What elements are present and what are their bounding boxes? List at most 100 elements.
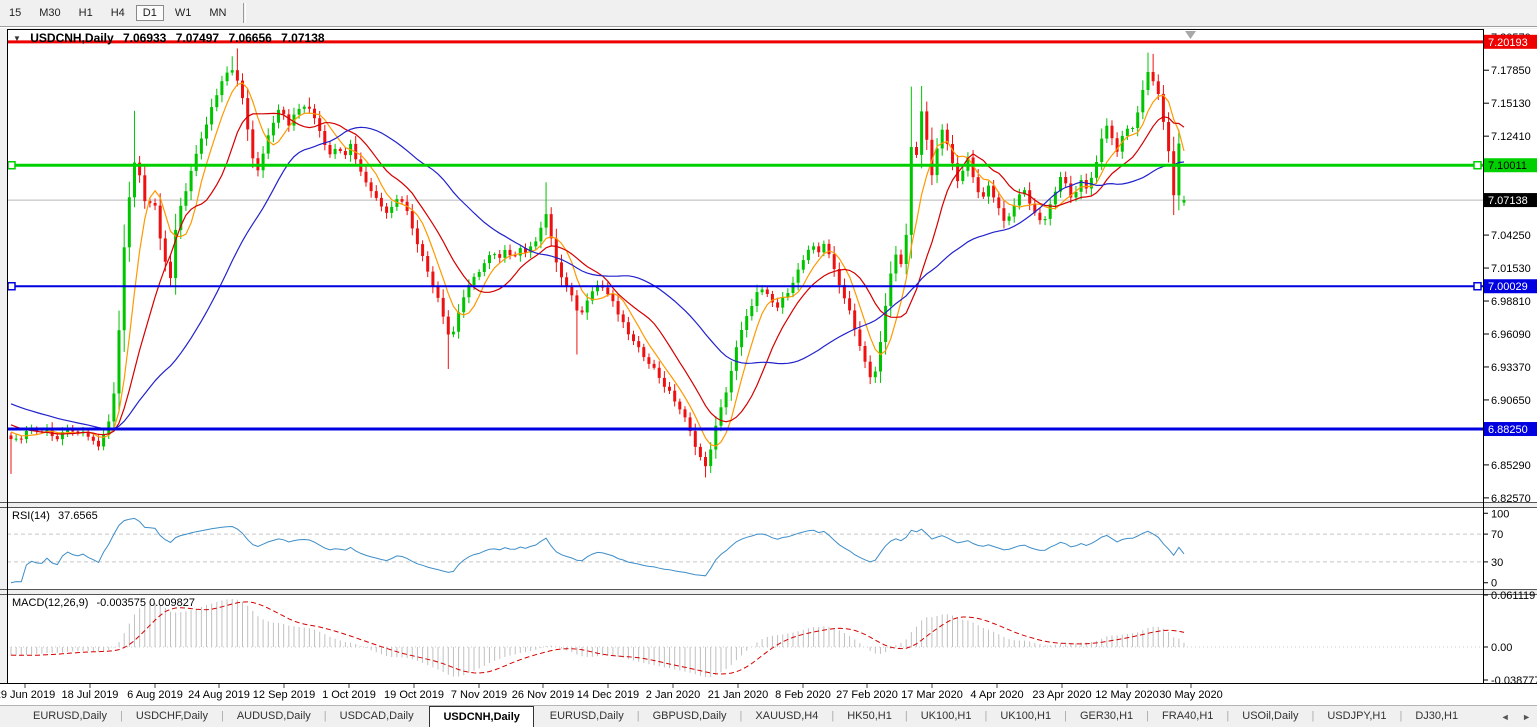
svg-text:6.88250: 6.88250 <box>1488 424 1528 436</box>
date-axis[interactable]: 29 Jun 2019 18 Jul 2019 6 Aug 2019 24 Aug 2… <box>0 684 1223 701</box>
svg-text:100: 100 <box>1491 508 1509 520</box>
tab-separator: | <box>636 710 640 722</box>
tab-hk50-h1-8[interactable]: HK50,H1 <box>847 710 892 722</box>
tab-audusd-daily-2[interactable]: AUDUSD,Daily <box>236 710 311 722</box>
tab-usoil-daily-13[interactable]: USOil,Daily <box>1242 710 1299 722</box>
timeframe-button-h4[interactable]: H4 <box>110 7 125 19</box>
tab-uk100-h1-10[interactable]: UK100,H1 <box>1000 710 1052 722</box>
chart-tabs: EURUSD,Daily | USDCHF,Daily | AUDUSD,Daily | U… <box>20 706 1471 727</box>
tab-separator: | <box>323 710 327 722</box>
svg-text:8 Feb 2020: 8 Feb 2020 <box>775 689 831 701</box>
svg-text:4 Apr 2020: 4 Apr 2020 <box>970 689 1023 701</box>
hline-handle[interactable] <box>7 281 16 291</box>
hline-handle[interactable] <box>1473 281 1482 291</box>
tab-separator: | <box>831 710 835 722</box>
timeframe-button-w1[interactable]: W1 <box>174 7 192 19</box>
svg-text:6.96090: 6.96090 <box>1491 329 1531 341</box>
tab-fra40-h1-12[interactable]: FRA40,H1 <box>1162 710 1214 722</box>
tab-scroll-left-icon[interactable]: ◄ <box>1500 712 1510 722</box>
timeframe-toolbar: 15 M30 H1 H4 D1 W1 MN <box>0 0 1537 27</box>
svg-text:24 Aug 2019: 24 Aug 2019 <box>188 689 250 701</box>
hline-handle[interactable] <box>7 160 16 170</box>
svg-text:0.00: 0.00 <box>1491 642 1512 654</box>
timeframe-button-15[interactable]: 15 <box>9 7 22 19</box>
timeframe-button-mn[interactable]: MN <box>209 7 227 19</box>
chart-tabbar: EURUSD,Daily | USDCHF,Daily | AUDUSD,Daily | U… <box>0 705 1537 727</box>
tab-separator: | <box>1399 710 1403 722</box>
tab-xauusd-h4-7[interactable]: XAUUSD,H4 <box>755 710 819 722</box>
tab-separator: | <box>220 710 224 722</box>
macd-name: MACD(12,26,9) <box>12 597 89 609</box>
timeframe-button-m30[interactable]: M30 <box>39 7 61 19</box>
svg-text:7.04250: 7.04250 <box>1491 230 1531 242</box>
tab-uk100-h1-9[interactable]: UK100,H1 <box>920 710 972 722</box>
macd-values: -0.003575 0.009827 <box>96 597 195 609</box>
svg-text:0: 0 <box>1491 578 1497 590</box>
rsi-panel <box>7 517 1483 584</box>
svg-text:7.20193: 7.20193 <box>1488 37 1528 49</box>
tab-separator: | <box>904 710 908 722</box>
svg-text:7.07138: 7.07138 <box>1488 195 1528 207</box>
macd-signal-line <box>10 601 1185 675</box>
svg-text:2 Jan 2020: 2 Jan 2020 <box>646 689 700 701</box>
tab-eurusd-daily-0[interactable]: EURUSD,Daily <box>33 710 107 722</box>
svg-text:14 Dec 2019: 14 Dec 2019 <box>577 689 639 701</box>
ohlc-close: 7.07138 <box>281 31 325 45</box>
tab-dj30-h1-15[interactable]: DJ30,H1 <box>1415 710 1459 722</box>
svg-text:19 Oct 2019: 19 Oct 2019 <box>384 689 444 701</box>
price-axis[interactable]: 7.205707.178507.151307.124107.042507.015… <box>1484 32 1537 687</box>
tab-gbpusd-daily-6[interactable]: GBPUSD,Daily <box>652 710 727 722</box>
macd-indicator-label: MACD(12,26,9) -0.003575 0.009827 <box>12 597 200 609</box>
ma-slow-blue <box>10 126 1185 430</box>
svg-text:23 Apr 2020: 23 Apr 2020 <box>1032 689 1091 701</box>
panel-splitter[interactable] <box>0 590 1537 594</box>
svg-text:1 Oct 2019: 1 Oct 2019 <box>322 689 376 701</box>
tab-eurusd-daily-5[interactable]: EURUSD,Daily <box>549 710 624 722</box>
rsi-name: RSI(14) <box>12 510 50 522</box>
tab-separator: | <box>984 710 988 722</box>
tab-usdjpy-h1-14[interactable]: USDJPY,H1 <box>1327 710 1387 722</box>
svg-text:17 Mar 2020: 17 Mar 2020 <box>901 689 963 701</box>
svg-text:12 May 2020: 12 May 2020 <box>1095 689 1159 701</box>
svg-text:6.93370: 6.93370 <box>1491 362 1531 374</box>
svg-text:7.15130: 7.15130 <box>1491 98 1531 110</box>
svg-text:6.98810: 6.98810 <box>1491 296 1531 308</box>
panel-splitter[interactable] <box>0 503 1537 507</box>
svg-text:7.17850: 7.17850 <box>1491 65 1531 77</box>
price-badges: 7.20193 7.10011 7.07138 7.00029 6.88250 <box>1484 34 1537 437</box>
timeframe-button-h1[interactable]: H1 <box>78 7 93 19</box>
tab-separator: | <box>739 710 743 722</box>
svg-text:21 Jan 2020: 21 Jan 2020 <box>708 689 769 701</box>
rsi-line <box>10 517 1185 584</box>
tab-usdcnh-daily-4[interactable]: USDCNH,Daily <box>429 706 534 727</box>
svg-text:70: 70 <box>1491 529 1503 541</box>
tab-ger30-h1-11[interactable]: GER30,H1 <box>1079 710 1134 722</box>
svg-text:6.85290: 6.85290 <box>1491 460 1531 472</box>
svg-text:7.01530: 7.01530 <box>1491 263 1531 275</box>
svg-text:-0.038777: -0.038777 <box>1491 675 1537 687</box>
tab-separator: | <box>1064 710 1067 722</box>
tab-separator: | <box>1146 710 1150 722</box>
svg-text:6 Aug 2019: 6 Aug 2019 <box>127 689 183 701</box>
tab-usdchf-daily-1[interactable]: USDCHF,Daily <box>135 710 208 722</box>
tab-scroll-right-icon[interactable]: ► <box>1522 712 1531 722</box>
hline-handle[interactable] <box>1473 160 1482 170</box>
svg-text:7 Nov 2019: 7 Nov 2019 <box>451 689 507 701</box>
svg-text:0.061119: 0.061119 <box>1491 590 1535 602</box>
svg-text:7.00029: 7.00029 <box>1488 281 1528 293</box>
ohlc-open: 7.06933 <box>122 31 167 45</box>
chart-collapse-icon[interactable]: ▼ <box>13 34 21 43</box>
svg-text:6.82570: 6.82570 <box>1491 493 1531 505</box>
chart-shift-marker-icon <box>1185 31 1196 39</box>
svg-text:26 Nov 2019: 26 Nov 2019 <box>512 689 574 701</box>
svg-text:30: 30 <box>1491 557 1503 569</box>
svg-text:30 May 2020: 30 May 2020 <box>1159 689 1223 701</box>
ohlc-high: 7.07497 <box>175 31 220 45</box>
tab-separator: | <box>1311 710 1315 722</box>
tab-usdcad-daily-3[interactable]: USDCAD,Daily <box>339 710 414 722</box>
timeframe-button-d1[interactable]: D1 <box>135 5 164 21</box>
candles-layer <box>9 48 1186 478</box>
timeframe-buttons: 15 M30 H1 H4 D1 W1 MN <box>0 5 235 21</box>
